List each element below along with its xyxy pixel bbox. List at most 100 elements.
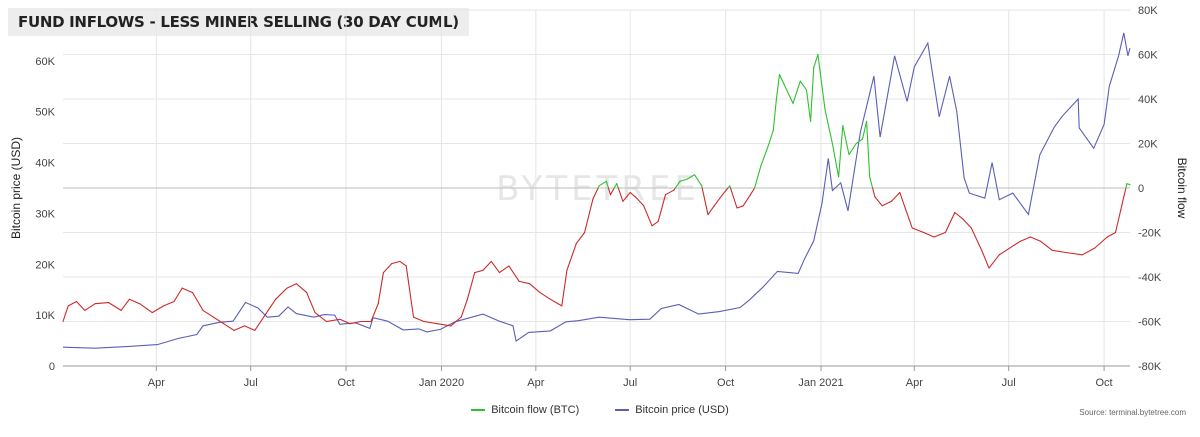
flow-segment-negative: [933, 231, 946, 238]
flow-segment-negative: [339, 318, 351, 325]
flow-segment-negative: [382, 263, 393, 274]
flow-segment-negative: [67, 300, 78, 307]
flow-segment-positive: [792, 80, 801, 104]
flow-segment-negative: [749, 187, 756, 196]
flow-segment-negative: [498, 265, 510, 274]
flow-segment-negative: [377, 272, 384, 305]
flow-segment-negative: [423, 320, 438, 325]
flow-segment-positive: [768, 129, 774, 145]
x-tick-label: Jul: [244, 377, 258, 389]
flow-segment-negative: [490, 260, 501, 274]
flow-segment-negative: [286, 283, 297, 289]
flow-segment-negative: [399, 260, 407, 267]
flow-segment-negative: [518, 280, 531, 285]
left-tick-label: 0: [49, 361, 55, 373]
flow-segment-positive: [813, 53, 819, 69]
flow-segment-negative: [905, 209, 913, 229]
flow-segment-negative: [370, 303, 379, 323]
flow-segment-negative: [874, 196, 883, 207]
right-axis-title: Bitcoin flow: [1175, 158, 1189, 219]
legend-label-price: Bitcoin price (USD): [635, 404, 729, 416]
flow-segment-negative: [349, 320, 362, 325]
flow-segment-negative: [202, 309, 214, 318]
x-tick-label: Jul: [623, 377, 637, 389]
flow-segment-negative: [981, 249, 990, 269]
flow-segment-negative: [881, 200, 893, 207]
flow-segment-negative: [944, 211, 956, 234]
x-tick-label: Apr: [148, 377, 165, 389]
flow-segment-positive: [778, 73, 787, 89]
flow-segment-negative: [1029, 236, 1042, 242]
flow-segment-negative: [592, 187, 599, 200]
flow-segment-negative: [736, 205, 744, 209]
flow-segment-negative: [1019, 236, 1032, 242]
legend-label-flow: Bitcoin flow (BTC): [491, 404, 580, 416]
left-tick-label: 40K: [35, 158, 55, 170]
flow-segment-negative: [254, 314, 266, 331]
flow-segment-positive: [842, 125, 850, 156]
flow-segment-negative: [264, 298, 277, 316]
left-tick-label: 20K: [35, 259, 55, 271]
right-tick-label: -80K: [1138, 361, 1162, 373]
flow-segment-negative: [508, 265, 520, 282]
flow-segment-negative: [1114, 209, 1122, 234]
right-tick-label: 40K: [1138, 94, 1158, 106]
left-axis-title: Bitcoin price (USD): [9, 137, 23, 239]
flow-segment-positive: [785, 87, 794, 104]
flow-segment-positive: [693, 174, 703, 187]
flow-segment-negative: [163, 300, 175, 307]
flow-segment-negative: [643, 205, 653, 227]
flow-segment-positive: [1125, 183, 1128, 189]
flow-segment-positive: [810, 67, 815, 122]
x-tick-label: Jul: [1002, 377, 1016, 389]
flow-segment-positive: [686, 174, 696, 180]
flow-segment-negative: [549, 298, 563, 307]
flow-segment-negative: [954, 211, 964, 220]
flow-segment-negative: [721, 187, 729, 196]
legend-item-flow[interactable]: Bitcoin flow (BTC): [471, 404, 579, 416]
flow-segment-negative: [713, 194, 724, 207]
flow-segment-positive: [817, 53, 826, 111]
flow-segment-positive: [869, 176, 874, 189]
flow-segment-negative: [151, 305, 165, 314]
flow-segment-positive: [861, 120, 868, 140]
legend-item-price[interactable]: Bitcoin price (USD): [615, 404, 729, 416]
flow-segment-negative: [566, 243, 577, 271]
flow-segment-negative: [899, 191, 907, 211]
source-note: Source: terminal.bytetree.com: [1079, 408, 1186, 417]
flow-segment-negative: [306, 292, 316, 314]
flow-segment-negative: [139, 303, 153, 314]
flow-segment-negative: [1040, 240, 1053, 251]
flow-segment-negative: [707, 205, 715, 216]
flow-segment-positive: [754, 165, 762, 189]
flow-segment-negative: [466, 272, 476, 300]
flow-segment-negative: [474, 269, 484, 274]
flow-segment-positive: [799, 80, 808, 91]
chart-title-box: FUND INFLOWS - LESS MINER SELLING (30 DA…: [8, 8, 469, 36]
flow-segment-negative: [701, 187, 709, 216]
flow-segment-negative: [412, 316, 425, 323]
flow-segment-negative: [192, 292, 204, 311]
flow-segment-negative: [609, 187, 615, 196]
flow-segment-positive: [674, 180, 681, 189]
flow-segment-negative: [436, 323, 452, 327]
flow-segment-negative: [529, 283, 541, 294]
flow-segment-negative: [405, 265, 415, 318]
flow-segment-positive: [616, 183, 619, 189]
flow-segment-positive: [838, 125, 844, 178]
flow-segment-negative: [729, 187, 738, 209]
flow-segment-negative: [1123, 187, 1127, 198]
flow-segment-negative: [651, 220, 659, 227]
x-tick-label: Apr: [527, 377, 544, 389]
flow-segment-negative: [120, 298, 130, 311]
flow-segment-negative: [629, 191, 636, 198]
flow-segment-negative: [1009, 240, 1021, 249]
right-tick-label: -40K: [1138, 272, 1162, 284]
flow-segment-negative: [1065, 251, 1083, 256]
flow-segment-negative: [988, 254, 1000, 269]
flow-segment-negative: [742, 194, 752, 207]
x-tick-label: Jan 2020: [419, 377, 464, 389]
flow-segment-negative: [233, 325, 246, 331]
flow-segment-negative: [634, 196, 645, 207]
flow-segment-positive: [605, 180, 609, 189]
